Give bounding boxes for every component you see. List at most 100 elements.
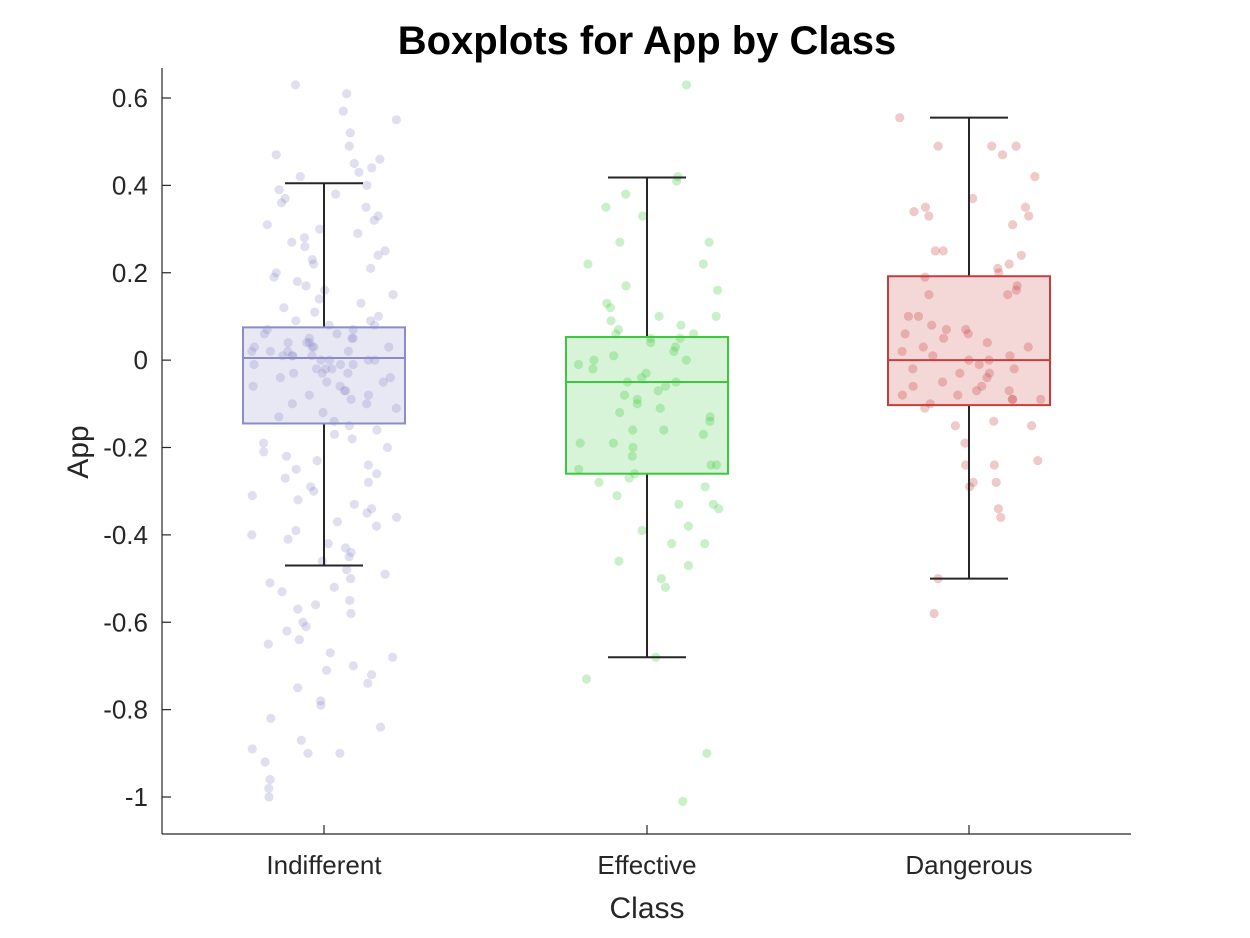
data-point-indifferent [307, 342, 317, 352]
data-point-indifferent [274, 412, 284, 422]
data-point-indifferent [363, 477, 374, 487]
data-point-dangerous [903, 311, 914, 321]
data-point-dangerous [941, 324, 952, 335]
data-point-indifferent [310, 307, 320, 317]
data-point-indifferent [249, 342, 259, 352]
data-point-dangerous [961, 324, 971, 335]
data-point-effective [702, 748, 712, 758]
data-point-indifferent [338, 106, 348, 116]
data-point-indifferent [304, 338, 315, 348]
data-point-effective [714, 504, 724, 514]
chart-title: Boxplots for App by Class [398, 19, 897, 63]
data-point-indifferent [282, 626, 292, 636]
data-point-dangerous [994, 268, 1004, 278]
data-point-indifferent [345, 128, 355, 138]
data-point-indifferent [321, 364, 331, 374]
data-point-indifferent [361, 202, 371, 212]
data-point-indifferent [382, 442, 392, 453]
data-point-indifferent [341, 386, 351, 396]
data-point-indifferent [348, 359, 358, 370]
data-point-indifferent [388, 652, 398, 662]
data-point-indifferent [346, 574, 356, 584]
data-point-indifferent [363, 390, 374, 400]
data-point-effective [655, 403, 665, 413]
data-point-effective [619, 390, 630, 400]
data-point-effective [676, 320, 686, 330]
data-point-effective [632, 399, 642, 409]
data-point-indifferent [296, 735, 306, 745]
data-point-effective [606, 316, 616, 326]
data-point-effective [602, 298, 612, 308]
data-point-effective [713, 285, 723, 295]
data-point-indifferent [318, 407, 328, 418]
data-point-indifferent [353, 228, 363, 238]
data-point-indifferent [276, 198, 287, 208]
data-point-dangerous [928, 351, 938, 361]
data-point-indifferent [392, 512, 402, 523]
data-point-indifferent [265, 774, 275, 785]
data-point-effective [594, 477, 604, 487]
data-point-effective [711, 460, 722, 470]
data-point-indifferent [380, 246, 390, 256]
data-point-indifferent [335, 359, 346, 370]
data-point-effective [670, 342, 681, 352]
data-point-indifferent [388, 290, 398, 300]
data-point-indifferent [373, 311, 384, 321]
data-point-indifferent [291, 316, 301, 326]
box-iqr-effective [565, 335, 729, 475]
data-point-dangerous [924, 290, 934, 300]
data-point-indifferent [247, 530, 257, 540]
y-tick-label: -0.6 [103, 607, 148, 637]
data-point-dangerous [974, 359, 984, 370]
data-point-dangerous [1004, 259, 1014, 269]
data-point-indifferent [331, 189, 341, 199]
data-point-indifferent [260, 757, 270, 767]
data-point-indifferent [304, 333, 314, 343]
data-point-effective [609, 351, 619, 361]
data-point-indifferent [259, 447, 269, 457]
data-point-indifferent [317, 368, 327, 378]
x-ticks: Indifferent Effective Dangerous [266, 825, 1033, 880]
data-point-indifferent [372, 469, 382, 479]
data-point-dangerous [989, 416, 999, 426]
data-point-dangerous [897, 390, 908, 400]
data-point-dangerous [950, 421, 961, 431]
data-point-indifferent [344, 141, 354, 151]
data-point-indifferent [322, 665, 332, 675]
data-point-indifferent [349, 499, 359, 509]
data-point-indifferent [302, 338, 312, 348]
data-point-dangerous [1011, 141, 1021, 151]
data-point-indifferent [362, 508, 372, 518]
data-point-indifferent [314, 294, 324, 304]
data-point-indifferent [299, 233, 309, 243]
data-point-indifferent [332, 517, 342, 527]
data-point-effective [637, 525, 647, 536]
data-point-indifferent [343, 368, 353, 378]
data-point-effective [583, 259, 593, 269]
y-tick-label: -0.2 [103, 433, 148, 463]
data-point-dangerous [924, 211, 934, 221]
data-point-indifferent [315, 224, 325, 234]
data-point-indifferent [304, 390, 314, 400]
box-iqr-indifferent [242, 326, 406, 425]
data-point-effective [621, 189, 631, 199]
data-point-indifferent [264, 792, 274, 802]
data-point-indifferent [339, 386, 349, 396]
data-point-indifferent [280, 193, 290, 204]
data-point-indifferent [375, 154, 385, 164]
data-point-effective [698, 259, 709, 269]
data-point-indifferent [293, 604, 303, 614]
data-point-dangerous [938, 246, 948, 256]
data-point-indifferent [283, 534, 293, 544]
data-point-dangerous [960, 438, 970, 448]
data-point-effective [681, 80, 692, 90]
data-point-effective [612, 491, 622, 501]
data-point-indifferent [380, 569, 390, 579]
data-point-effective [615, 237, 625, 247]
y-axis-label: App [62, 425, 95, 478]
y-tick-label: -0.4 [103, 520, 148, 550]
data-point-effective [698, 429, 708, 439]
data-point-dangerous [1033, 456, 1043, 466]
data-point-effective [681, 355, 691, 365]
y-tick-label: 0.2 [112, 258, 148, 288]
